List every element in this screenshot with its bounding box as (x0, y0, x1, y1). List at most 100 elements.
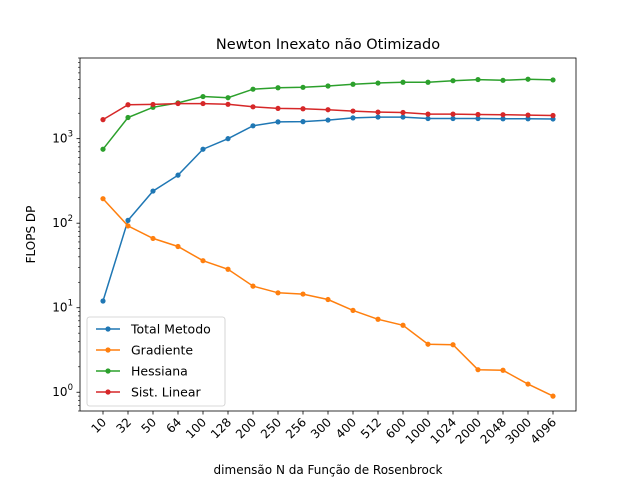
data-point-sist-linear (200, 100, 206, 107)
legend-label-total-metodo: Total Metodo (130, 322, 211, 337)
x-tick-label: 2000 (453, 415, 484, 446)
y-tick-label: 103 (52, 130, 73, 146)
x-tick-label: 400 (333, 415, 359, 441)
data-point-total-metodo (450, 115, 456, 122)
data-point-sist-linear (525, 112, 531, 118)
x-tick-label: 250 (258, 415, 284, 441)
data-point-total-metodo (500, 116, 506, 122)
x-tick-label: 10 (88, 415, 109, 436)
x-tick-label: 100 (183, 415, 209, 441)
data-point-gradiente (475, 367, 481, 373)
legend-box (86, 316, 226, 407)
data-point-hessiana (125, 114, 131, 121)
x-tick-label: 300 (308, 415, 334, 441)
legend-marker-sist-linear (105, 389, 111, 395)
data-point-hessiana (325, 83, 331, 89)
legend-marker-gradiente (105, 347, 111, 353)
x-axis-label: dimensão N da Função de Rosenbrock (214, 463, 443, 477)
x-tick-label: 50 (138, 415, 159, 436)
data-point-sist-linear (400, 109, 406, 116)
data-point-hessiana (550, 77, 556, 83)
data-point-total-metodo (400, 114, 406, 120)
data-point-sist-linear (300, 106, 306, 112)
x-axis: 10 32 50 6410012820025025630040051260010001… (88, 411, 559, 447)
data-point-sist-linear (500, 112, 506, 118)
data-point-sist-linear (375, 109, 381, 115)
data-point-total-metodo (325, 117, 331, 123)
data-point-gradiente (150, 235, 156, 242)
data-point-hessiana (225, 95, 231, 101)
data-point-sist-linear (250, 104, 256, 110)
plot-area (100, 76, 556, 399)
data-point-total-metodo (175, 172, 181, 178)
legend-marker-total-metodo (105, 326, 111, 332)
data-point-gradiente (325, 296, 331, 303)
data-point-gradiente (125, 223, 131, 229)
data-point-gradiente (100, 196, 106, 202)
data-point-gradiente (250, 283, 256, 289)
data-point-gradiente (275, 290, 281, 296)
data-point-gradiente (400, 322, 406, 328)
data-point-hessiana (475, 76, 481, 83)
x-tick-label: 200 (233, 415, 259, 441)
data-point-sist-linear (225, 101, 231, 107)
data-point-hessiana (300, 84, 306, 90)
data-point-gradiente (375, 316, 381, 322)
data-point-gradiente (225, 266, 231, 272)
data-point-total-metodo (375, 114, 381, 120)
x-tick-label: 64 (163, 415, 184, 436)
data-point-total-metodo (125, 217, 131, 223)
x-tick-label: 1000 (403, 415, 434, 446)
data-point-gradiente (525, 381, 531, 387)
legend-label-sist-linear: Sist. Linear (131, 385, 201, 400)
data-point-total-metodo (475, 115, 481, 122)
data-point-gradiente (200, 258, 206, 264)
x-tick-label: 32 (113, 415, 134, 436)
y-tick-label: 100 (52, 383, 73, 399)
data-point-hessiana (375, 80, 381, 86)
data-point-hessiana (100, 146, 106, 152)
data-point-sist-linear (475, 111, 481, 118)
legend-label-hessiana: Hessiana (131, 364, 188, 379)
data-point-hessiana (500, 77, 506, 83)
data-point-hessiana (425, 79, 431, 85)
data-point-sist-linear (550, 112, 556, 119)
data-point-gradiente (450, 342, 456, 348)
data-point-gradiente (550, 393, 556, 399)
data-point-sist-linear (350, 108, 356, 114)
y-axis-label: FLOPS DP (24, 206, 38, 264)
data-point-hessiana (400, 79, 406, 85)
data-point-sist-linear (125, 102, 131, 108)
data-point-gradiente (425, 341, 431, 347)
data-point-sist-linear (275, 105, 281, 112)
data-point-total-metodo (425, 115, 431, 122)
data-point-total-metodo (525, 116, 531, 122)
data-point-sist-linear (175, 100, 181, 107)
legend: Total Metodo Gradiente Hessiana Sist. Linea… (86, 316, 226, 407)
data-point-gradiente (300, 291, 306, 297)
legend-marker-hessiana (105, 368, 111, 374)
chart-title: Newton Inexato não Otimizado (216, 37, 440, 53)
x-tick-label: 4096 (528, 415, 559, 446)
data-point-hessiana (200, 93, 206, 100)
data-point-total-metodo (300, 119, 306, 125)
x-tick-label: 512 (358, 415, 384, 441)
data-point-sist-linear (100, 117, 106, 123)
series-line-total-metodo (102, 116, 554, 302)
data-point-sist-linear (325, 107, 331, 113)
data-point-total-metodo (275, 119, 281, 125)
data-point-gradiente (500, 367, 506, 373)
x-tick-label: 3000 (503, 415, 534, 446)
data-point-total-metodo (250, 123, 256, 129)
data-point-hessiana (450, 78, 456, 84)
data-point-total-metodo (225, 136, 231, 142)
data-point-sist-linear (425, 111, 431, 117)
data-point-total-metodo (150, 188, 156, 194)
data-point-hessiana (350, 81, 356, 87)
data-point-sist-linear (450, 111, 456, 117)
legend-label-gradiente: Gradiente (131, 343, 193, 358)
data-point-hessiana (525, 76, 531, 82)
y-tick-label: 102 (52, 214, 73, 230)
x-tick-label: 128 (208, 415, 234, 441)
